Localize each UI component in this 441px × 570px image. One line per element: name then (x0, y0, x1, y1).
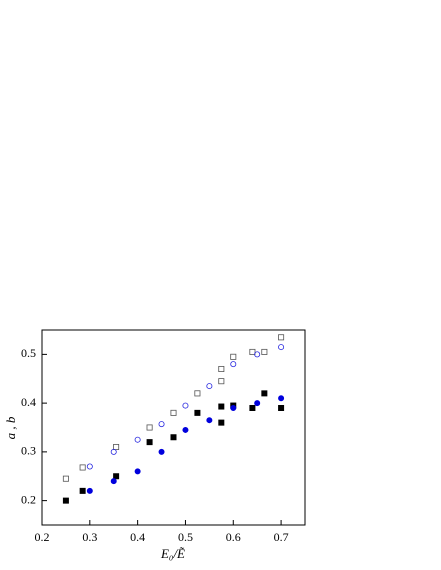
point (79, 464, 86, 471)
x-tick-label: 0.5 (178, 530, 193, 544)
point (218, 378, 225, 385)
point (134, 468, 141, 475)
point (62, 497, 69, 504)
point (194, 409, 201, 416)
point (113, 443, 120, 450)
x-axis-label: E₀/Ẽ (160, 546, 185, 561)
y-tick-label: 0.4 (21, 395, 36, 409)
point (194, 390, 201, 397)
plot-frame (41, 329, 306, 526)
point (146, 439, 153, 446)
point (158, 448, 165, 455)
point (230, 361, 237, 368)
point (230, 353, 237, 360)
point (254, 400, 261, 407)
y-tick-label: 0.3 (21, 444, 36, 458)
point (206, 417, 213, 424)
point (62, 475, 69, 482)
point (254, 351, 261, 358)
point (278, 344, 285, 351)
point (230, 404, 237, 411)
point (158, 421, 165, 428)
point (170, 409, 177, 416)
point (278, 334, 285, 341)
point (110, 478, 117, 485)
point (113, 473, 120, 480)
point (110, 448, 117, 455)
x-tick-label: 0.6 (226, 530, 241, 544)
point (278, 395, 285, 402)
x-tick-label: 0.4 (130, 530, 145, 544)
point (218, 419, 225, 426)
x-tick-label: 0.3 (82, 530, 97, 544)
point (249, 348, 256, 355)
point (206, 383, 213, 390)
x-tick-label: 0.2 (35, 530, 50, 544)
point (218, 365, 225, 372)
y-tick-label: 0.2 (21, 492, 36, 506)
point (249, 404, 256, 411)
point (134, 436, 141, 443)
y-tick-label: 0.5 (21, 346, 36, 360)
point (182, 426, 189, 433)
point (86, 463, 93, 470)
point (146, 424, 153, 431)
point (278, 404, 285, 411)
point (261, 348, 268, 355)
point (261, 390, 268, 397)
y-axis-label: a , b (3, 416, 18, 439)
point (86, 487, 93, 494)
point (79, 487, 86, 494)
point (218, 403, 225, 410)
x-tick-label: 0.7 (274, 530, 289, 544)
point (170, 434, 177, 441)
point (182, 402, 189, 409)
